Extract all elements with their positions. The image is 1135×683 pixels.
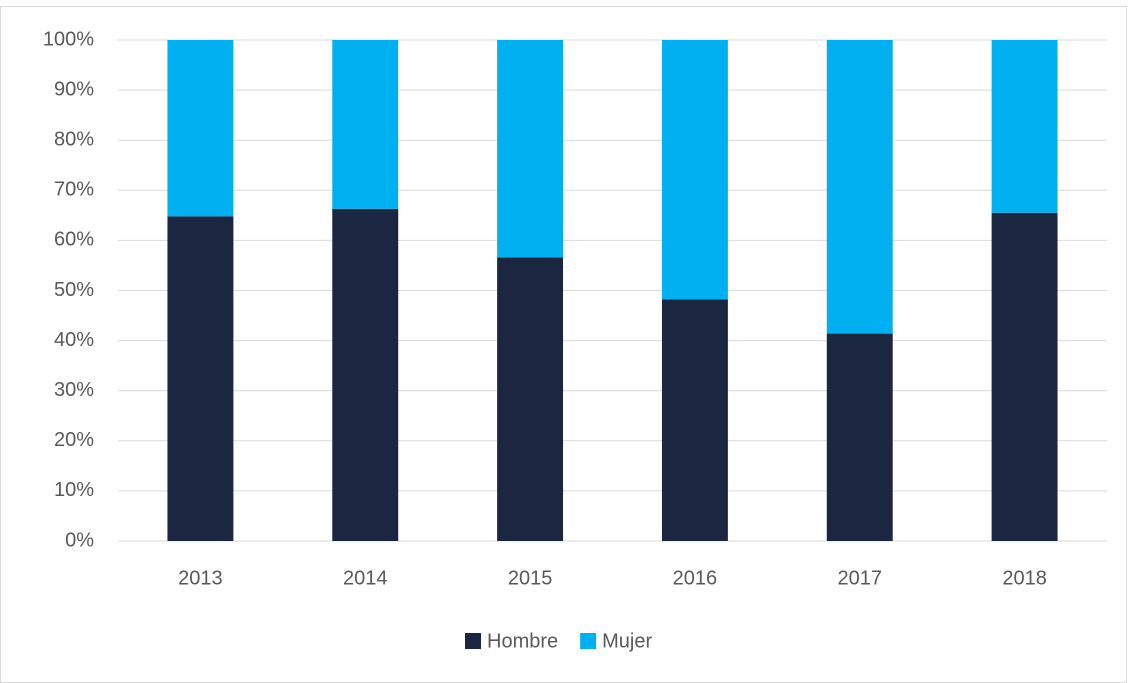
y-tick-label: 70% (54, 179, 94, 201)
y-tick-label: 60% (54, 229, 94, 251)
y-tick-label: 0% (65, 529, 94, 551)
bar-segment (826, 333, 893, 541)
y-tick-label: 10% (54, 479, 94, 501)
bar-segment (661, 299, 728, 541)
legend-label: Mujer (602, 630, 652, 652)
x-tick-label: 2013 (178, 567, 223, 589)
x-tick-label: 2017 (838, 567, 883, 589)
bar-segment (332, 40, 399, 209)
y-tick-label: 80% (54, 128, 94, 150)
bar-segment (332, 208, 399, 541)
legend-swatch (580, 633, 597, 649)
bar-segment (497, 257, 564, 541)
bar-segment (991, 40, 1058, 213)
y-tick-label: 90% (54, 78, 94, 100)
y-tick-label: 100% (43, 28, 94, 50)
x-tick-label: 2018 (1002, 567, 1047, 589)
y-tick-label: 30% (54, 379, 94, 401)
legend-swatch (465, 633, 481, 649)
y-tick-label: 40% (54, 329, 94, 351)
x-tick-label: 2015 (508, 567, 553, 589)
bar-segment (991, 212, 1058, 541)
y-tick-label: 50% (54, 279, 94, 301)
bar-segment (826, 40, 893, 334)
bar-segment (167, 40, 234, 217)
x-tick-label: 2016 (673, 567, 718, 589)
legend-label: Hombre (487, 630, 558, 652)
y-tick-label: 20% (54, 429, 94, 451)
bar-segment (167, 216, 234, 542)
bar-segment (497, 40, 564, 258)
bar-segment (661, 40, 728, 300)
x-tick-label: 2014 (343, 567, 388, 589)
